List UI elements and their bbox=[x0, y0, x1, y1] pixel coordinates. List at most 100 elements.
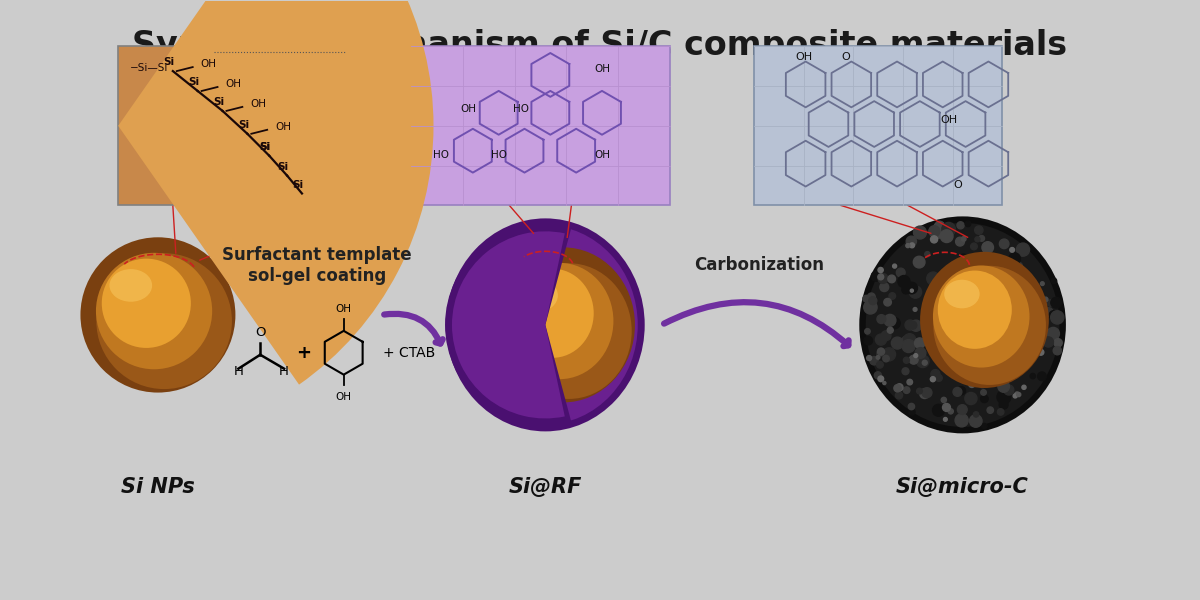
Circle shape bbox=[994, 273, 1001, 280]
Text: OH: OH bbox=[336, 304, 352, 314]
Wedge shape bbox=[118, 0, 433, 385]
Circle shape bbox=[943, 358, 947, 362]
Circle shape bbox=[929, 226, 940, 237]
Circle shape bbox=[982, 322, 986, 327]
Circle shape bbox=[1021, 342, 1028, 349]
Circle shape bbox=[916, 347, 926, 358]
Circle shape bbox=[994, 331, 1001, 338]
Circle shape bbox=[896, 384, 904, 391]
Circle shape bbox=[929, 307, 936, 315]
Circle shape bbox=[1051, 311, 1064, 324]
Circle shape bbox=[955, 237, 965, 246]
Wedge shape bbox=[445, 224, 571, 425]
Circle shape bbox=[960, 254, 967, 262]
Circle shape bbox=[930, 236, 937, 243]
Circle shape bbox=[1046, 328, 1060, 340]
Circle shape bbox=[952, 313, 960, 320]
Circle shape bbox=[996, 260, 1006, 269]
Circle shape bbox=[1016, 243, 1030, 256]
Circle shape bbox=[1003, 305, 1007, 308]
Ellipse shape bbox=[452, 226, 637, 424]
Circle shape bbox=[997, 390, 1010, 404]
Circle shape bbox=[980, 338, 988, 345]
Circle shape bbox=[973, 412, 979, 417]
Circle shape bbox=[906, 236, 917, 247]
Ellipse shape bbox=[506, 263, 631, 399]
Circle shape bbox=[894, 385, 901, 392]
Circle shape bbox=[1054, 338, 1062, 347]
Circle shape bbox=[972, 344, 985, 358]
Circle shape bbox=[978, 286, 983, 291]
Circle shape bbox=[919, 389, 930, 398]
Circle shape bbox=[974, 237, 980, 242]
Circle shape bbox=[941, 397, 947, 403]
Circle shape bbox=[1001, 290, 1014, 303]
Circle shape bbox=[911, 320, 922, 331]
Text: Si: Si bbox=[188, 77, 199, 87]
Circle shape bbox=[884, 314, 896, 326]
Circle shape bbox=[876, 334, 887, 345]
Circle shape bbox=[970, 307, 977, 314]
Circle shape bbox=[982, 242, 994, 253]
Circle shape bbox=[1028, 298, 1039, 310]
Circle shape bbox=[878, 274, 883, 280]
Circle shape bbox=[956, 323, 968, 336]
Circle shape bbox=[1051, 278, 1057, 284]
Circle shape bbox=[964, 300, 977, 314]
Circle shape bbox=[906, 244, 910, 248]
Circle shape bbox=[1038, 372, 1046, 380]
Circle shape bbox=[868, 293, 875, 301]
Circle shape bbox=[889, 293, 895, 299]
Text: Si: Si bbox=[163, 57, 174, 67]
Text: Si: Si bbox=[293, 179, 304, 190]
Circle shape bbox=[938, 274, 942, 278]
Circle shape bbox=[984, 357, 989, 362]
Circle shape bbox=[923, 316, 934, 326]
Circle shape bbox=[984, 371, 995, 381]
Circle shape bbox=[959, 367, 973, 381]
Circle shape bbox=[998, 381, 1009, 392]
Circle shape bbox=[979, 235, 984, 241]
Circle shape bbox=[902, 340, 916, 353]
Circle shape bbox=[990, 308, 996, 314]
Circle shape bbox=[996, 368, 1003, 376]
Circle shape bbox=[936, 291, 946, 300]
Ellipse shape bbox=[492, 247, 635, 403]
Circle shape bbox=[1030, 373, 1036, 379]
Circle shape bbox=[1009, 253, 1020, 265]
Circle shape bbox=[1000, 327, 1006, 333]
Text: HO: HO bbox=[433, 149, 449, 160]
Text: Si: Si bbox=[259, 142, 271, 152]
Ellipse shape bbox=[920, 252, 1049, 388]
Circle shape bbox=[880, 283, 889, 292]
Circle shape bbox=[922, 388, 932, 398]
Text: Si NPs: Si NPs bbox=[121, 477, 194, 497]
Ellipse shape bbox=[96, 253, 232, 389]
Text: Si@micro-C: Si@micro-C bbox=[896, 477, 1030, 497]
Circle shape bbox=[906, 282, 918, 294]
Text: +: + bbox=[296, 344, 312, 362]
Circle shape bbox=[1020, 354, 1025, 359]
Circle shape bbox=[988, 407, 994, 413]
Text: OH: OH bbox=[461, 104, 476, 114]
Text: OH: OH bbox=[941, 115, 958, 125]
Circle shape bbox=[902, 368, 908, 374]
Circle shape bbox=[1042, 333, 1045, 337]
Circle shape bbox=[1001, 260, 1008, 268]
Circle shape bbox=[1009, 248, 1014, 252]
Circle shape bbox=[913, 256, 925, 268]
Circle shape bbox=[917, 355, 929, 368]
Text: O: O bbox=[953, 179, 962, 190]
Text: Carbonization: Carbonization bbox=[694, 256, 824, 274]
Circle shape bbox=[905, 320, 916, 330]
Circle shape bbox=[980, 395, 988, 403]
Ellipse shape bbox=[80, 237, 235, 392]
Ellipse shape bbox=[944, 280, 979, 308]
Circle shape bbox=[932, 404, 944, 416]
Circle shape bbox=[884, 298, 892, 306]
Circle shape bbox=[1001, 293, 1007, 300]
Circle shape bbox=[983, 346, 990, 353]
Circle shape bbox=[925, 251, 930, 257]
Circle shape bbox=[901, 335, 914, 349]
Circle shape bbox=[979, 310, 986, 317]
